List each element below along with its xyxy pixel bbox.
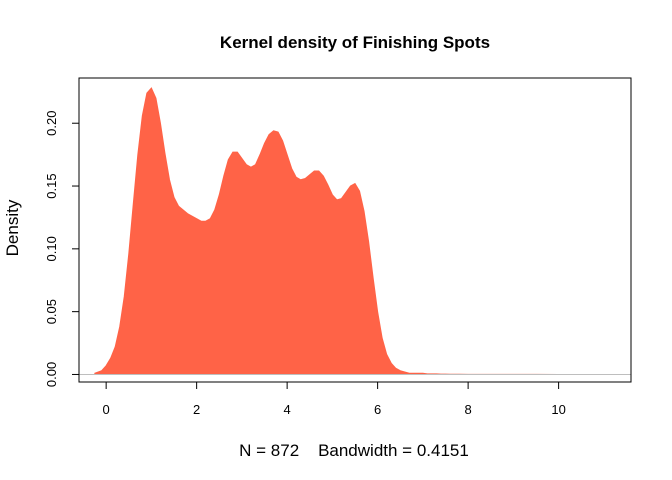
y-tick-label: 0.15 [44, 173, 59, 198]
x-tick-label: 0 [103, 402, 110, 417]
x-tick-label: 4 [284, 402, 291, 417]
y-tick-label: 0.20 [44, 111, 59, 136]
x-tick-label: 10 [551, 402, 565, 417]
density-area [94, 87, 627, 375]
chart-title: Kernel density of Finishing Spots [220, 33, 490, 52]
y-tick-label: 0.05 [44, 299, 59, 324]
y-tick-label: 0.10 [44, 236, 59, 261]
x-tick-label: 2 [193, 402, 200, 417]
x-axis-label: N = 872 Bandwidth = 0.4151 [239, 441, 469, 460]
y-axis: 0.00 0.05 0.10 0.15 0.20 [44, 111, 80, 387]
x-axis: 0 2 4 6 8 10 [103, 381, 566, 417]
y-tick-label: 0.00 [44, 362, 59, 387]
y-axis-label: Density [3, 199, 22, 256]
plot-area [79, 87, 631, 375]
x-tick-label: 6 [374, 402, 381, 417]
x-tick-label: 8 [464, 402, 471, 417]
